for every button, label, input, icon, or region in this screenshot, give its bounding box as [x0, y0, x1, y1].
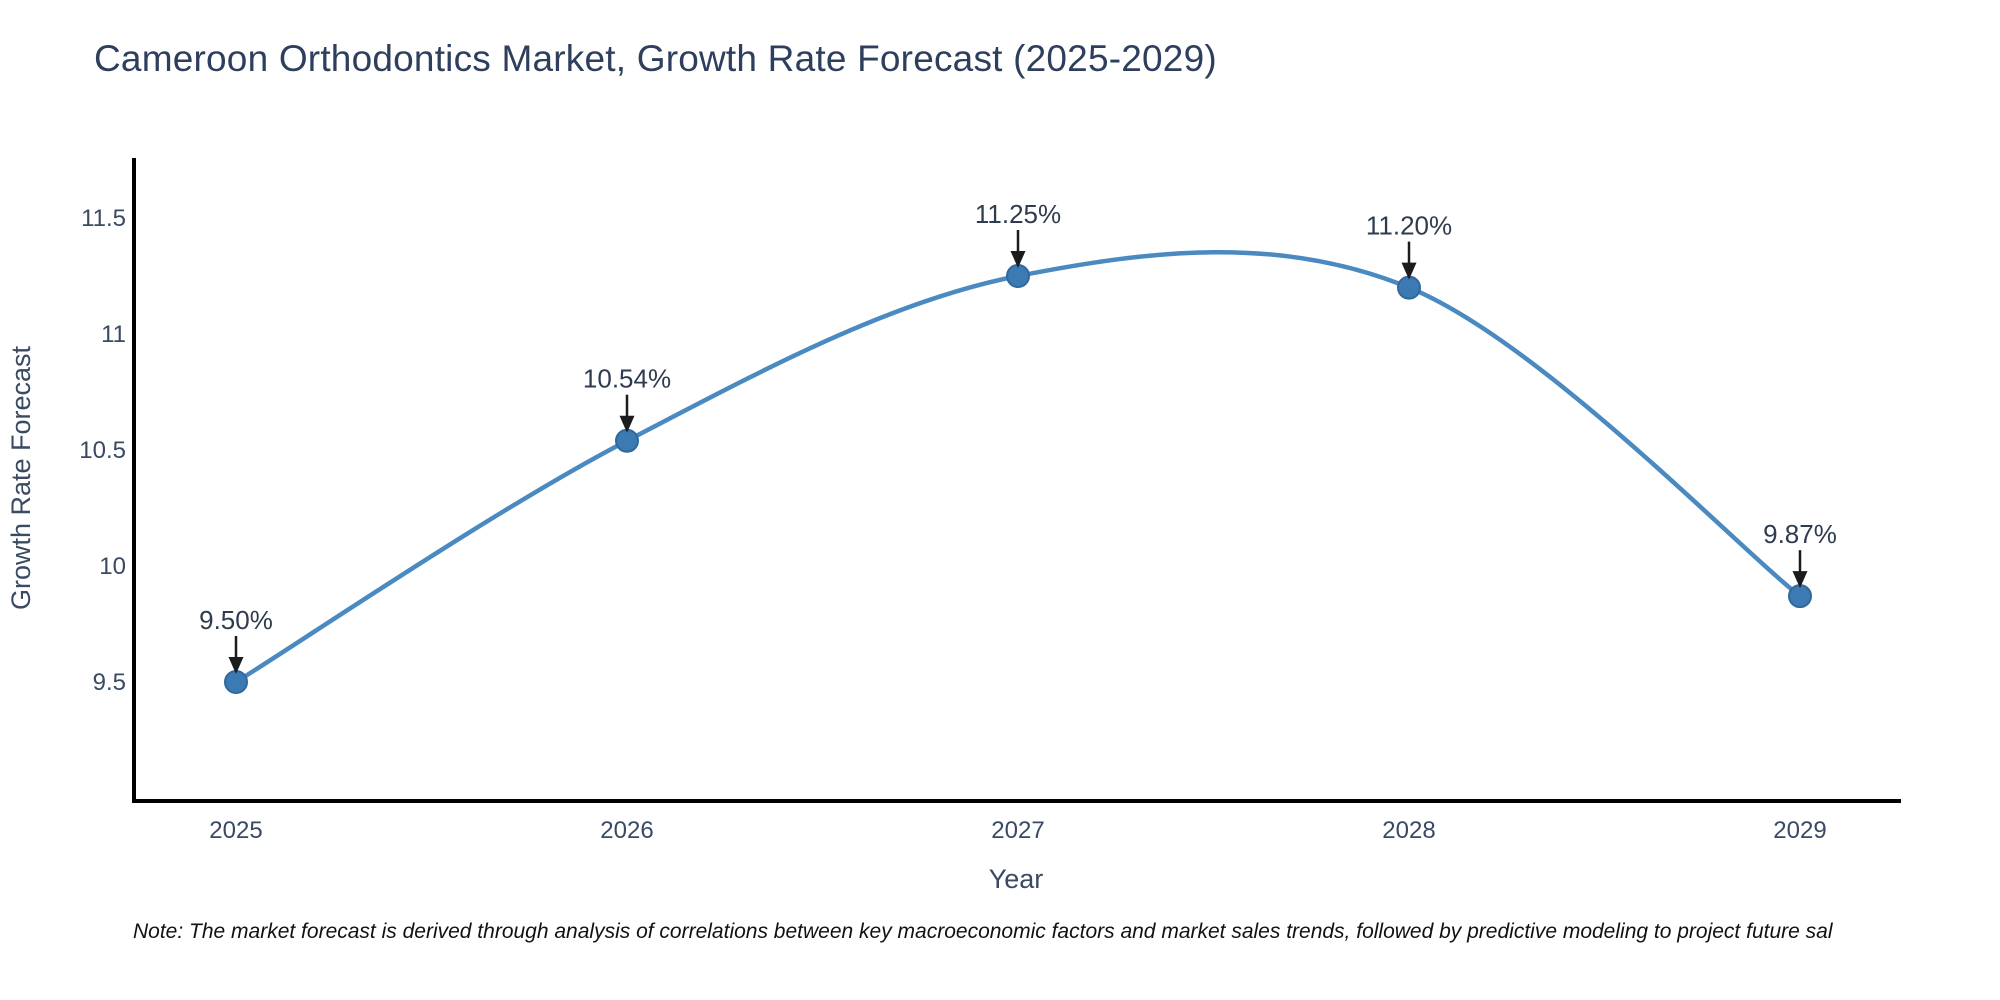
y-tick-label: 9.5 — [93, 669, 126, 696]
annotation-arrowhead — [619, 415, 635, 433]
x-tick-label: 2029 — [1773, 817, 1826, 844]
annotation-label-2026: 10.54% — [583, 364, 671, 394]
y-tick-label: 11.5 — [81, 205, 126, 232]
data-point-2025[interactable] — [224, 670, 248, 694]
annotation-arrowhead — [1401, 262, 1417, 280]
chart-title: Cameroon Orthodontics Market, Growth Rat… — [94, 38, 1217, 79]
annotation-arrowhead — [1792, 571, 1808, 589]
axis-lines — [132, 158, 1901, 803]
forecast-line — [233, 249, 1803, 685]
data-point-2029[interactable] — [1788, 584, 1812, 609]
x-axis-title: Year — [989, 864, 1044, 894]
annotation-label-2027: 11.25% — [975, 199, 1061, 229]
annotation-label-2029: 9.87% — [1763, 519, 1837, 549]
y-tick-label: 10.5 — [79, 437, 126, 464]
annotation-arrowhead — [228, 657, 244, 674]
footnote: Note: The market forecast is derived thr… — [133, 920, 1833, 943]
y-tick-label: 11 — [101, 321, 126, 348]
data-point-2028[interactable] — [1397, 275, 1421, 300]
data-point-2027[interactable] — [1006, 264, 1030, 288]
annotation-label-2025: 9.50% — [199, 605, 273, 635]
y-axis-title: Growth Rate Forecast — [6, 345, 36, 610]
x-tick-label: 2026 — [600, 817, 653, 844]
x-tick-label: 2027 — [991, 817, 1044, 844]
annotation-label-2028: 11.20% — [1366, 211, 1452, 241]
y-tick-label: 10 — [99, 553, 126, 580]
x-tick-label: 2025 — [209, 817, 262, 844]
data-point-2026[interactable] — [615, 428, 639, 453]
x-tick-label: 2028 — [1382, 817, 1435, 844]
annotation-arrowhead — [1010, 251, 1026, 268]
